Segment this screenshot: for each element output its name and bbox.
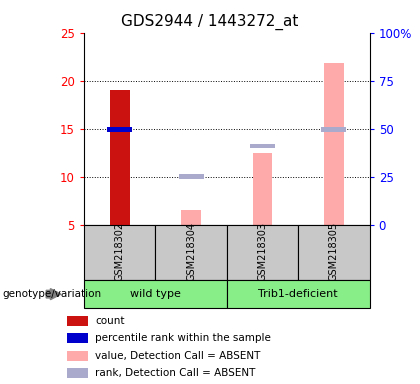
Bar <box>67 368 87 378</box>
Bar <box>181 210 201 225</box>
Bar <box>84 225 155 280</box>
Text: GSM218304: GSM218304 <box>186 222 196 281</box>
Bar <box>67 333 87 343</box>
Text: Trib1-deficient: Trib1-deficient <box>258 289 338 299</box>
Text: GSM218305: GSM218305 <box>329 222 339 281</box>
Bar <box>110 90 130 225</box>
Bar <box>67 351 87 361</box>
Text: rank, Detection Call = ABSENT: rank, Detection Call = ABSENT <box>95 368 255 378</box>
Bar <box>298 225 370 280</box>
Bar <box>227 225 298 280</box>
FancyArrow shape <box>46 289 61 300</box>
Text: GSM218303: GSM218303 <box>257 222 268 281</box>
Bar <box>84 280 227 308</box>
Bar <box>250 144 275 148</box>
Bar <box>67 316 87 326</box>
Bar <box>324 63 344 225</box>
Bar <box>178 174 204 179</box>
Text: GDS2944 / 1443272_at: GDS2944 / 1443272_at <box>121 13 299 30</box>
Bar <box>227 280 370 308</box>
Text: GSM218302: GSM218302 <box>115 222 125 281</box>
Text: count: count <box>95 316 125 326</box>
Text: wild type: wild type <box>130 289 181 299</box>
Text: value, Detection Call = ABSENT: value, Detection Call = ABSENT <box>95 351 260 361</box>
Text: percentile rank within the sample: percentile rank within the sample <box>95 333 271 343</box>
Bar <box>155 225 227 280</box>
Bar <box>252 153 273 225</box>
Bar <box>107 127 132 132</box>
Text: genotype/variation: genotype/variation <box>2 289 101 299</box>
Bar <box>321 127 346 132</box>
